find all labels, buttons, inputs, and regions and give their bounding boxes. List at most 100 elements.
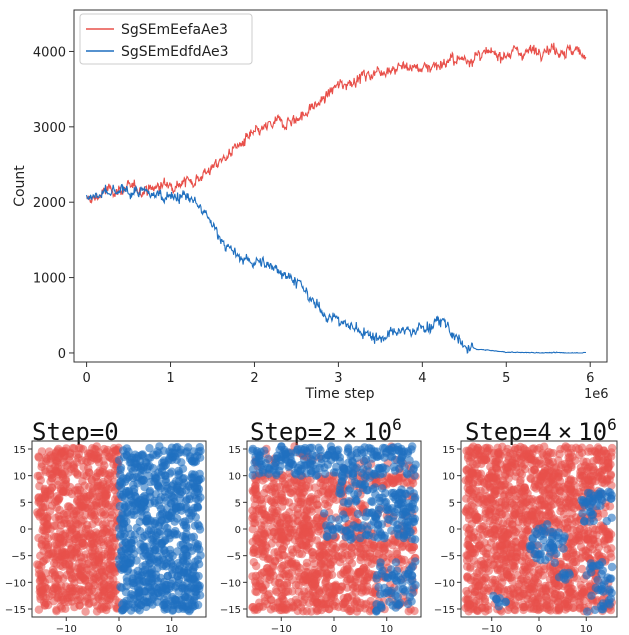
scatter-point-red <box>570 497 579 506</box>
scatter-point-blue <box>406 486 415 495</box>
y-tick-label: 3000 <box>33 121 66 136</box>
scatter-point-red <box>273 506 282 516</box>
scatter-point-blue <box>139 493 148 502</box>
scatter-point-red <box>277 605 287 615</box>
scatter-point-blue <box>337 471 347 480</box>
scatter-y-tick-label: −15 <box>5 605 26 616</box>
scatter-point-red <box>42 454 51 464</box>
scatter-point-red <box>56 561 65 570</box>
scatter-point-red <box>542 604 551 613</box>
scatter-point-red <box>316 559 325 568</box>
scatter-point-red <box>56 534 66 543</box>
scatter-point-red <box>251 484 260 493</box>
scatter-point-red <box>549 500 558 509</box>
scatter-point-blue <box>389 462 398 472</box>
scatter-point-blue <box>564 568 574 578</box>
scatter-point-red <box>519 552 528 561</box>
scatter-point-red <box>500 490 509 499</box>
scatter-point-red <box>284 498 294 507</box>
scatter-point-red <box>605 502 615 511</box>
scatter-point-blue <box>530 547 540 556</box>
scatter-point-red <box>486 538 496 547</box>
scatter-point-blue <box>389 488 398 498</box>
scatter-point-blue <box>328 525 337 534</box>
scatter-point-red <box>60 468 69 477</box>
scatter-point-red <box>475 597 484 607</box>
scatter-point-red <box>49 464 58 474</box>
scatter-point-red <box>284 524 294 533</box>
scatter-point-blue <box>139 476 148 485</box>
scatter-point-red <box>473 606 483 616</box>
scatter-point-red <box>490 546 499 555</box>
scatter-point-blue <box>550 558 559 567</box>
scatter-point-red <box>100 461 109 470</box>
scatter-point-red <box>473 456 482 465</box>
scatter-point-red <box>489 560 499 569</box>
scatter-point-blue <box>410 471 419 480</box>
scatter-point-red <box>265 485 274 494</box>
scatter-point-blue <box>124 487 133 497</box>
scatter-point-red <box>302 514 311 524</box>
scatter-point-red <box>70 547 80 556</box>
scatter-point-red <box>37 447 47 456</box>
scatter-point-red <box>88 453 97 462</box>
scatter-point-red <box>539 584 548 593</box>
scatter-point-red <box>109 575 118 584</box>
x-tick-label: 5 <box>502 371 510 386</box>
scatter-point-blue <box>367 508 377 517</box>
scatter-point-red <box>48 565 58 574</box>
scatter-point-blue <box>155 518 165 527</box>
scatter-point-blue <box>143 582 153 591</box>
scatter-point-blue <box>339 464 348 474</box>
scatter-point-red <box>583 536 593 545</box>
scatter-point-blue <box>195 469 204 479</box>
scatter-point-red <box>254 546 264 556</box>
scatter-point-blue <box>344 486 353 495</box>
scatter-point-red <box>290 535 299 545</box>
scatter-point-blue <box>130 458 139 468</box>
scatter-point-red <box>597 449 606 458</box>
scatter-point-red <box>101 510 110 519</box>
scatter-point-red <box>509 485 518 494</box>
scatter-y-tick-label: 0 <box>235 525 241 536</box>
scatter-point-blue <box>384 586 393 596</box>
scatter-y-tick-label: 5 <box>235 498 241 509</box>
scatter-point-blue <box>160 458 169 467</box>
scatter-point-red <box>479 495 488 504</box>
scatter-y-tick-label: −10 <box>5 578 26 589</box>
scatter-point-blue <box>596 601 606 611</box>
scatter-x-tick-label: 10 <box>580 624 593 635</box>
scatter-point-red <box>358 576 368 585</box>
scatter-point-red <box>298 598 307 607</box>
scatter-point-red <box>315 552 324 561</box>
scatter-point-blue <box>162 585 172 594</box>
scatter-point-red <box>483 529 492 539</box>
scatter-y-tick-label: 10 <box>228 472 241 483</box>
scatter-point-red <box>277 532 287 541</box>
series-line-b <box>86 183 586 354</box>
scatter-point-red <box>564 553 573 562</box>
scatter-point-red <box>369 555 378 564</box>
scatter-points <box>33 442 205 616</box>
scatter-point-red <box>340 597 350 607</box>
scatter-point-red <box>288 587 297 596</box>
scatter-point-blue <box>357 523 366 533</box>
scatter-point-red <box>68 443 78 453</box>
scatter-point-red <box>91 515 100 524</box>
scatter-point-blue <box>407 564 416 573</box>
scatter-point-red <box>55 493 64 503</box>
scatter-point-red <box>90 581 100 590</box>
scatter-point-red <box>518 574 527 583</box>
scatter-point-blue <box>358 480 367 489</box>
scatter-x-tick-label: 10 <box>165 624 178 635</box>
scatter-point-blue <box>552 531 561 540</box>
scatter-point-blue <box>143 514 153 523</box>
panel-title-2-base: Step=2 <box>250 418 337 446</box>
scatter-point-blue <box>165 447 174 456</box>
scatter-point-blue <box>133 571 143 580</box>
scatter-point-red <box>98 586 107 595</box>
scatter-point-red <box>472 514 481 523</box>
